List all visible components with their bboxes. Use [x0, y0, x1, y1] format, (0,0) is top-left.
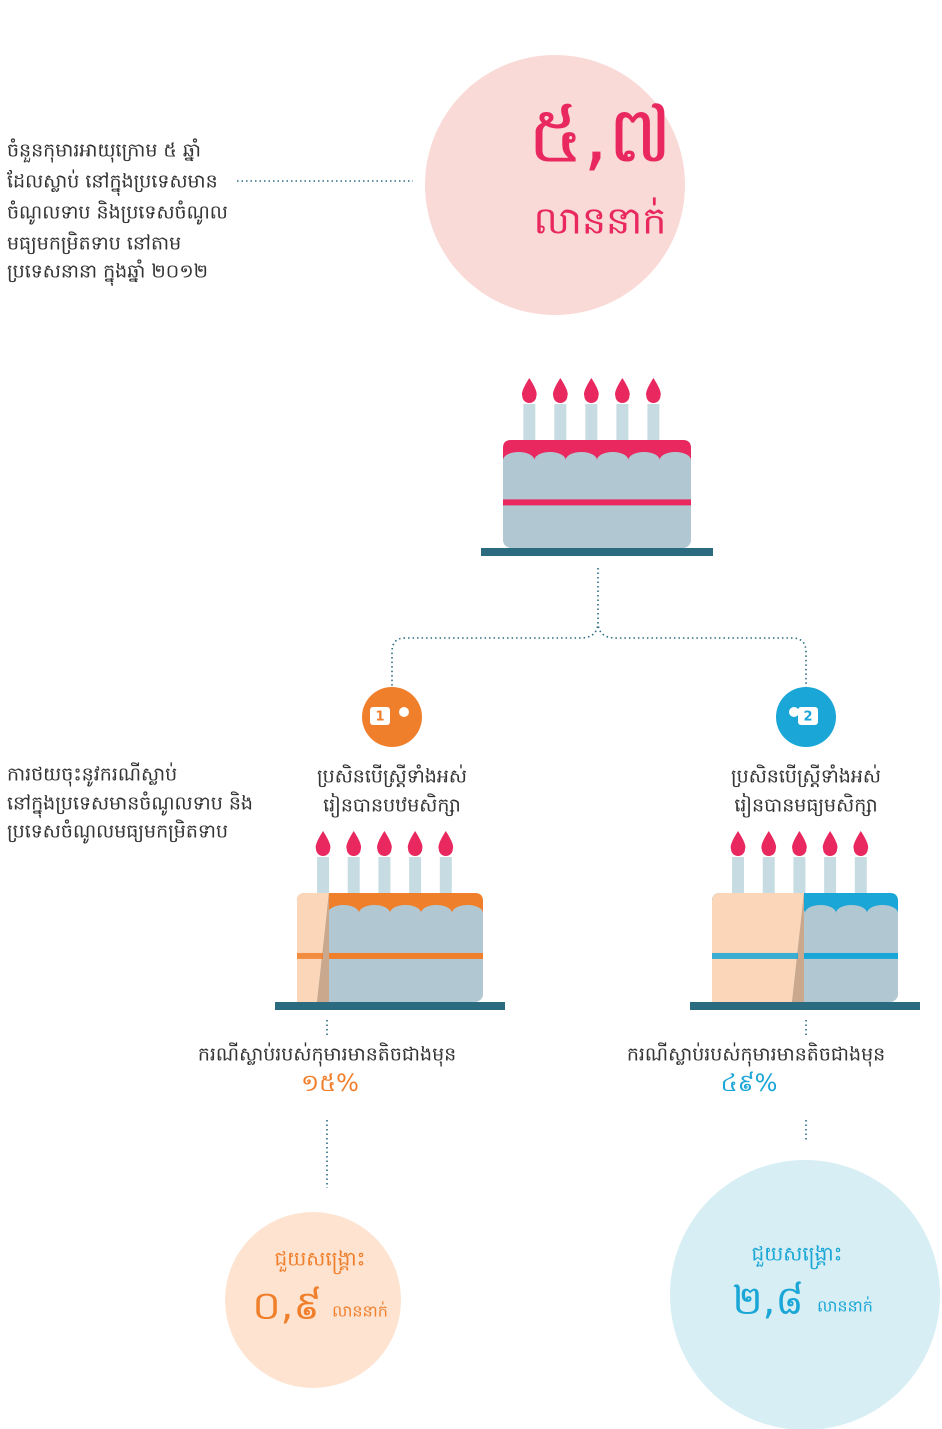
- candle: [793, 857, 806, 893]
- condition-line: ប្រសិនបើស្ត្រីទាំងអស់: [731, 764, 881, 788]
- flame: [761, 831, 777, 857]
- stripe: [297, 952, 483, 959]
- condition-line: ប្រសិនបើស្ត្រីទាំងអស់: [317, 764, 467, 788]
- reduction-line: ប្រទេសចំណូលមធ្យមកម្រិតទាប: [7, 819, 228, 845]
- result: ករណីស្លាប់របស់កុមារមានតិចជាងមុន: [627, 1042, 885, 1068]
- condition-line: រៀនបានមធ្យមសិក្សា: [734, 793, 877, 819]
- plate: [275, 1002, 505, 1010]
- stripe: [297, 952, 323, 959]
- candle: [585, 404, 598, 440]
- intro-line: ដែលស្លាប់ នៅក្នុងប្រទេសមាន: [7, 169, 218, 197]
- percent: ៤៩%: [721, 1069, 778, 1097]
- flame: [552, 378, 568, 403]
- intro-line: មធ្យមកម្រិតទាប នៅតាម: [7, 231, 181, 255]
- saved-unit: លាននាក់: [332, 1301, 388, 1321]
- intro-line: ចំនួនកុមារអាយុក្រោម ៥ ឆ្នាំ: [7, 138, 201, 164]
- flame: [583, 378, 599, 403]
- flame: [346, 831, 362, 857]
- saved-number: ២,៨: [732, 1278, 803, 1324]
- total-unit: លាននាក់: [534, 197, 667, 243]
- candle: [439, 857, 452, 893]
- candle: [762, 857, 775, 893]
- icon-box: [370, 707, 390, 725]
- flame: [407, 831, 423, 857]
- stripe: [503, 499, 691, 506]
- candle: [523, 404, 536, 440]
- intro-line: ប្រទេសនានា ក្នុងឆ្នាំ ២០១២: [7, 259, 208, 287]
- plate: [481, 548, 713, 556]
- branch-icon: [362, 687, 422, 747]
- cake-body: [297, 893, 483, 1002]
- total-number: ៥,៧: [528, 90, 672, 180]
- icon-person: [399, 707, 409, 717]
- frosting: [503, 440, 691, 460]
- stripe: [712, 952, 798, 959]
- candle: [554, 404, 567, 440]
- condition-line: រៀនបានបឋមសិក្សា: [323, 793, 461, 819]
- saved-circle: [670, 1160, 940, 1429]
- flame: [377, 831, 392, 857]
- flame: [730, 831, 746, 857]
- icon-number: 2: [803, 710, 812, 725]
- flame: [615, 378, 630, 403]
- saved-label: ជួយសង្គ្រោះ: [752, 1242, 843, 1270]
- beige-shadow: [792, 893, 804, 1002]
- candle: [317, 857, 330, 893]
- saved-number: ០,៩: [252, 1283, 321, 1329]
- flame: [646, 378, 661, 403]
- beige-part: [712, 893, 804, 1002]
- connector: [391, 568, 807, 688]
- candle: [854, 857, 867, 893]
- beige-shadow: [317, 893, 329, 1002]
- reduction-line: នៅក្នុងប្រទេសមានចំណូលទាប និង: [7, 791, 253, 819]
- flame: [521, 378, 537, 403]
- saved-circle: [225, 1212, 401, 1388]
- candle: [824, 857, 837, 893]
- flame: [853, 831, 869, 857]
- saved-unit: លាននាក់: [817, 1296, 873, 1316]
- beige-part: [297, 893, 329, 1002]
- flame: [792, 831, 807, 857]
- flame: [438, 831, 454, 857]
- flame: [315, 831, 331, 857]
- candle: [378, 857, 391, 893]
- candle: [647, 404, 660, 440]
- icon-number: 1: [375, 710, 384, 725]
- frosting: [297, 893, 483, 913]
- icon-person: [789, 707, 799, 717]
- plate: [690, 1002, 920, 1010]
- stripe: [712, 952, 898, 959]
- intro-line: ចំណូលទាប និងប្រទេសចំណូល: [7, 200, 228, 226]
- candle: [409, 857, 422, 893]
- saved-label: ជួយសង្គ្រោះ: [275, 1247, 366, 1275]
- candle: [616, 404, 629, 440]
- result: ករណីស្លាប់របស់កុមារមានតិចជាងមុន: [198, 1042, 456, 1068]
- candle: [347, 857, 360, 893]
- icon-box: [798, 707, 818, 725]
- cake-body: [503, 440, 691, 548]
- flame: [822, 831, 838, 857]
- candle: [732, 857, 745, 893]
- reduction-line: ការថយចុះនូវករណីស្លាប់: [7, 762, 177, 788]
- percent: ១៥%: [301, 1069, 359, 1097]
- total-circle: [425, 55, 685, 315]
